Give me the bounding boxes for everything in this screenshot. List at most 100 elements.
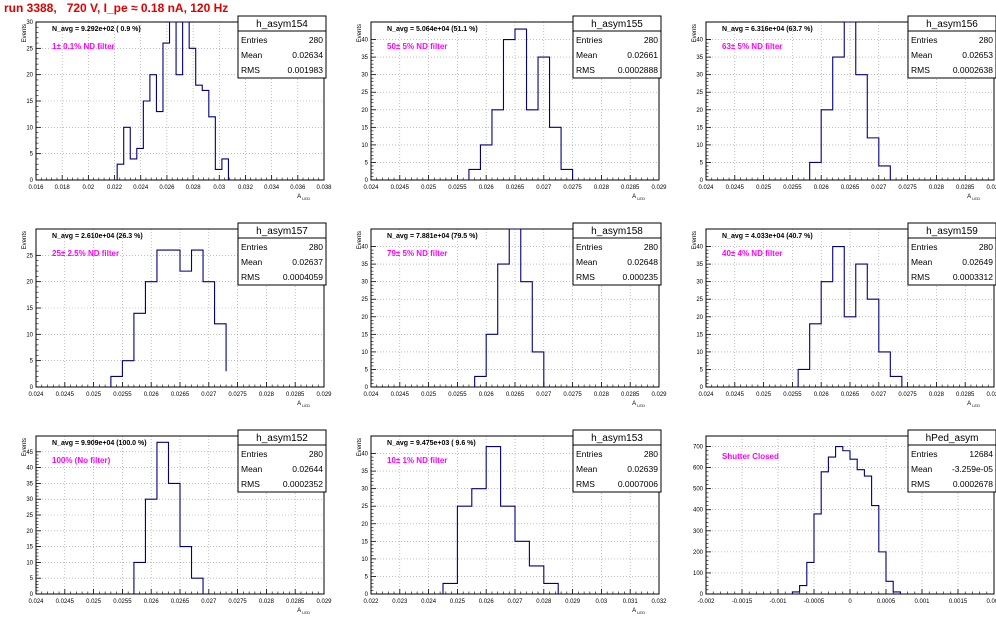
x-tick-label: 0.025: [86, 599, 102, 605]
x-tick-label: 0.0005: [877, 599, 896, 605]
y-tick-label: 5: [30, 576, 34, 582]
stats-key: Mean: [241, 50, 263, 60]
stats-value: 0.02648: [627, 257, 658, 267]
y-tick-label: 10: [361, 143, 368, 149]
y-tick-label: 15: [361, 332, 368, 338]
stats-value: 280: [644, 242, 658, 252]
y-tick-label: 30: [361, 280, 368, 286]
x-tick-label: 0.029: [986, 185, 996, 191]
y-tick-label: 20: [361, 108, 368, 114]
histogram-panel-hPed_asym: -0.002 -0.0015 -0.001 -0.0005 0 0.0005 0.001 0.…: [693, 429, 996, 605]
x-tick-label: -0.0005: [804, 599, 825, 605]
x-tick-label: 0.0255: [113, 599, 132, 605]
stats-key: Entries: [576, 449, 602, 459]
x-tick-label: 0.0275: [228, 392, 247, 398]
x-tick-label: 0.029: [651, 392, 667, 398]
y-tick-label: 25: [361, 504, 368, 510]
stats-box-frame: [572, 15, 662, 79]
stats-value: 280: [309, 35, 323, 45]
stats-box-frame: [237, 429, 327, 493]
stats-value: 0.0007006: [618, 479, 658, 489]
stats-value: 0.000235: [623, 272, 659, 282]
x-tick-label: 0.0275: [563, 185, 582, 191]
x-tick-label: 0.0265: [841, 185, 860, 191]
stats-box-frame: [572, 222, 662, 286]
x-tick-label: 0.025: [756, 185, 772, 191]
x-tick-label: 0.029: [565, 599, 581, 605]
stats-value: 0.0002638: [953, 65, 993, 75]
stats-value: 0.0003312: [953, 272, 993, 282]
stats-box-title: h_asym158: [591, 226, 643, 237]
stats-key: Entries: [576, 35, 602, 45]
stats-key: Mean: [911, 50, 933, 60]
x-tick-label: 0.038: [316, 185, 332, 191]
y-tick-label: 10: [26, 125, 33, 131]
histogram-series: [116, 21, 229, 180]
y-tick-label: 20: [26, 73, 33, 79]
stats-value: 0.02637: [292, 257, 323, 267]
stats-box-frame: [907, 429, 996, 493]
histogram-panel-h_asym157: 0.024 0.0245 0.025 0.0255 0.026 0.0265 0.027 0.…: [22, 222, 332, 408]
stats-box-title: h_asym154: [256, 19, 308, 30]
y-tick-label: 100: [693, 571, 704, 577]
y-tick-label: 20: [26, 529, 33, 535]
stats-key: Entries: [241, 449, 267, 459]
y-tick-label: 35: [361, 469, 368, 475]
y-tick-label: 5: [30, 152, 34, 158]
y-tick-label: 25: [26, 46, 33, 52]
y-tick-label: 40: [696, 38, 703, 44]
y-tick-label: 40: [361, 452, 368, 458]
x-tick-label: 0.026: [144, 392, 160, 398]
stats-value: 12684: [969, 449, 993, 459]
y-tick-label: 0: [365, 385, 369, 391]
stats-key: Mean: [576, 257, 598, 267]
histogram-panel-h_asym156: 0.024 0.0245 0.025 0.0255 0.026 0.0265 0.027 0.…: [692, 15, 996, 201]
filter-annotation: 100% (No filter): [52, 456, 111, 465]
x-tick-label: 0.028: [259, 599, 275, 605]
stats-key: RMS: [241, 479, 260, 489]
stats-value: 280: [644, 449, 658, 459]
x-axis-title: A LED: [297, 401, 310, 408]
n-avg-label: N_avg = 9.475e+03 ( 9.6 %): [387, 440, 476, 447]
stats-box: h_asym152 Entries 280 Mean 0.02644 RMS 0.00023…: [237, 429, 327, 493]
histogram-panel-h_asym155: 0.024 0.0245 0.025 0.0255 0.026 0.0265 0.027 0.…: [357, 15, 667, 201]
x-tick-label: -0.002: [697, 599, 715, 605]
y-tick-label: 5: [365, 160, 369, 166]
stats-key: Mean: [911, 257, 933, 267]
stats-value: 280: [979, 35, 993, 45]
stats-value: 0.0004059: [283, 272, 323, 282]
stats-value: 0.02661: [627, 50, 658, 60]
x-tick-label: 0.0285: [621, 392, 640, 398]
x-tick-label: 0.028: [259, 392, 275, 398]
y-tick-label: 40: [361, 38, 368, 44]
x-tick-label: 0.0245: [56, 599, 75, 605]
y-tick-label: 600: [693, 466, 704, 472]
x-tick-label: 0.024: [133, 185, 149, 191]
histogram-series: [133, 441, 204, 594]
filter-annotation: 10± 1% ND filter: [387, 456, 447, 465]
x-tick-label: 0.0285: [286, 599, 305, 605]
y-tick-label: 0: [30, 592, 34, 598]
x-tick-label: 0.031: [623, 599, 639, 605]
y-tick-label: 25: [696, 297, 703, 303]
y-tick-label: 15: [26, 306, 33, 312]
y-tick-label: 15: [26, 545, 33, 551]
y-axis-title: Events: [692, 231, 698, 249]
x-tick-label: 0.0255: [448, 392, 467, 398]
stats-key: RMS: [911, 65, 930, 75]
x-tick-label: 0.0265: [506, 392, 525, 398]
x-tick-label: 0.036: [290, 185, 306, 191]
stats-value: 0.0002888: [618, 65, 658, 75]
stats-key: RMS: [911, 479, 930, 489]
x-axis-title: A LED: [632, 608, 645, 615]
y-axis-title: Events: [357, 231, 363, 249]
x-tick-label: 0.0265: [506, 185, 525, 191]
histogram-series: [809, 21, 891, 180]
y-tick-label: 30: [361, 73, 368, 79]
x-tick-label: 0.028: [929, 185, 945, 191]
stats-key: Mean: [241, 257, 263, 267]
n-avg-label: N_avg = 2.610e+04 (26.3 %): [52, 233, 143, 240]
x-tick-label: 0.0245: [726, 392, 745, 398]
x-tick-label: 0.028: [536, 599, 552, 605]
x-tick-label: 0.03: [213, 185, 225, 191]
